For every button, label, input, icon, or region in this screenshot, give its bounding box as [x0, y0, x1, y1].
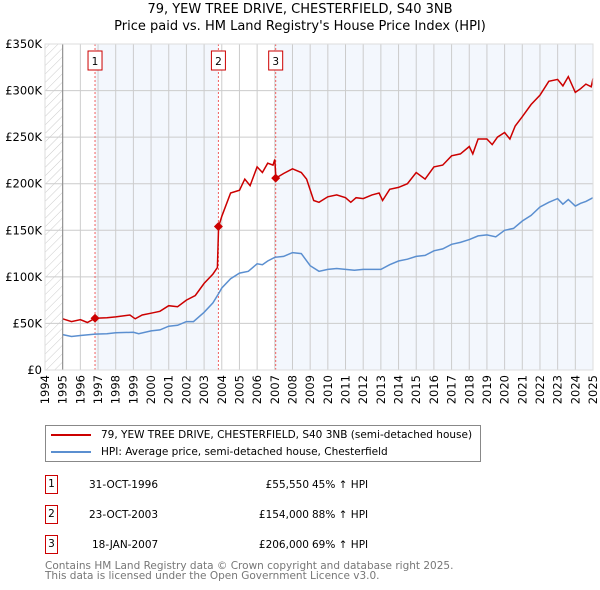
transaction-price: £154,000 — [258, 509, 309, 521]
plot-frame — [44, 43, 594, 371]
hpi-line — [62, 197, 594, 338]
y-tick-label: £150K — [5, 223, 42, 237]
x-tick-label: 2001 — [162, 375, 176, 404]
x-tick-label: 2002 — [179, 375, 193, 404]
x-tick-label: 1998 — [109, 375, 123, 404]
transaction-row: 2 23-OCT-2003 £154,000 88% ↑ HPI — [45, 505, 465, 525]
x-tick-label: 2018 — [462, 375, 476, 404]
x-tick-label: 2003 — [197, 375, 211, 404]
sale-label: 1 — [92, 56, 99, 68]
x-tick-label: 2024 — [568, 375, 582, 404]
x-tick-label: 2007 — [268, 375, 282, 404]
x-tick-label: 2012 — [356, 375, 370, 404]
x-tick-label: 2016 — [427, 375, 441, 404]
footer-copyright: Contains HM Land Registry data © Crown c… — [45, 560, 454, 572]
x-tick-label: 2009 — [303, 375, 317, 404]
y-tick-label: £300K — [5, 84, 42, 98]
sale-label-box — [87, 50, 103, 71]
transaction-number: 1 — [45, 475, 58, 494]
legend-label-property: 79, YEW TREE DRIVE, CHESTERFIELD, S40 3N… — [101, 429, 473, 441]
legend: 79, YEW TREE DRIVE, CHESTERFIELD, S40 3N… — [45, 425, 481, 462]
x-tick-label: 1999 — [126, 375, 140, 404]
x-tick-label: 2023 — [551, 375, 565, 404]
transaction-date: 23-OCT-2003 — [89, 509, 158, 521]
chart-subtitle: Price paid vs. HM Land Registry's House … — [114, 19, 486, 34]
shaded-period — [95, 44, 219, 370]
x-tick-label: 2019 — [480, 375, 494, 404]
legend-item-property: 79, YEW TREE DRIVE, CHESTERFIELD, S40 3N… — [51, 427, 472, 443]
y-tick-label: £0 — [27, 363, 42, 377]
sale-label: 2 — [215, 56, 222, 68]
transaction-number: 2 — [45, 505, 58, 524]
x-tick-label: 1996 — [73, 375, 87, 404]
transaction-price: £206,000 — [258, 539, 309, 551]
transaction-row: 1 31-OCT-1996 £55,550 45% ↑ HPI — [45, 475, 465, 495]
x-tick-label: 2021 — [515, 375, 529, 404]
sale-point — [90, 313, 100, 323]
x-tick-label: 2022 — [533, 375, 547, 404]
y-tick-label: £250K — [5, 130, 42, 144]
y-tick-label: £200K — [5, 177, 42, 191]
sale-label-box — [268, 50, 284, 71]
property-price-line — [62, 74, 594, 324]
transaction-date: 18-JAN-2007 — [92, 539, 159, 551]
x-tick-label: 2005 — [232, 375, 246, 404]
transaction-hpi: 88% ↑ HPI — [312, 509, 369, 521]
pre-data-hatch — [45, 44, 63, 370]
sale-label: 3 — [272, 56, 279, 68]
x-tick-label: 2015 — [409, 375, 423, 404]
x-tick-label: 2010 — [321, 375, 335, 404]
x-tick-label: 1994 — [38, 375, 52, 404]
line-chart: 1 2 3 £0 £50K £100K £150K £200K £250K £300K £350K 1… — [5, 37, 600, 404]
x-tick-label: 2008 — [285, 375, 299, 404]
transaction-hpi: 45% ↑ HPI — [312, 479, 369, 491]
x-tick-label: 2011 — [339, 375, 353, 404]
sale-label-box — [210, 50, 226, 71]
y-tick-label: £350K — [5, 37, 42, 51]
x-tick-label: 2020 — [498, 375, 512, 404]
x-tick-label: 2004 — [215, 375, 229, 404]
x-tick-label: 2013 — [374, 375, 388, 404]
y-tick-label: £100K — [5, 270, 42, 284]
sale-point — [271, 173, 281, 183]
transaction-price: £55,550 — [265, 479, 309, 491]
footer-licence: This data is licensed under the Open Gov… — [45, 570, 380, 582]
x-tick-label: 2000 — [144, 375, 158, 404]
x-tick-label: 1995 — [56, 375, 70, 404]
transaction-number: 3 — [45, 535, 58, 554]
x-tick-label: 2025 — [586, 375, 600, 404]
x-tick-label: 2014 — [392, 375, 406, 404]
y-tick-label: £50K — [13, 316, 43, 330]
x-tick-label: 2006 — [250, 375, 264, 404]
transaction-row: 3 18-JAN-2007 £206,000 69% ↑ HPI — [45, 535, 465, 555]
chart-title: 79, YEW TREE DRIVE, CHESTERFIELD, S40 3N… — [147, 2, 453, 17]
x-tick-label: 1997 — [91, 375, 105, 404]
transaction-hpi: 69% ↑ HPI — [312, 539, 369, 551]
legend-swatch-blue — [51, 451, 91, 453]
legend-swatch-red — [51, 434, 91, 436]
transaction-date: 31-OCT-1996 — [89, 479, 158, 491]
sale-point — [213, 222, 223, 232]
x-tick-label: 2017 — [445, 375, 459, 404]
legend-item-hpi: HPI: Average price, semi-detached house,… — [51, 444, 388, 460]
legend-label-hpi: HPI: Average price, semi-detached house,… — [101, 446, 388, 458]
